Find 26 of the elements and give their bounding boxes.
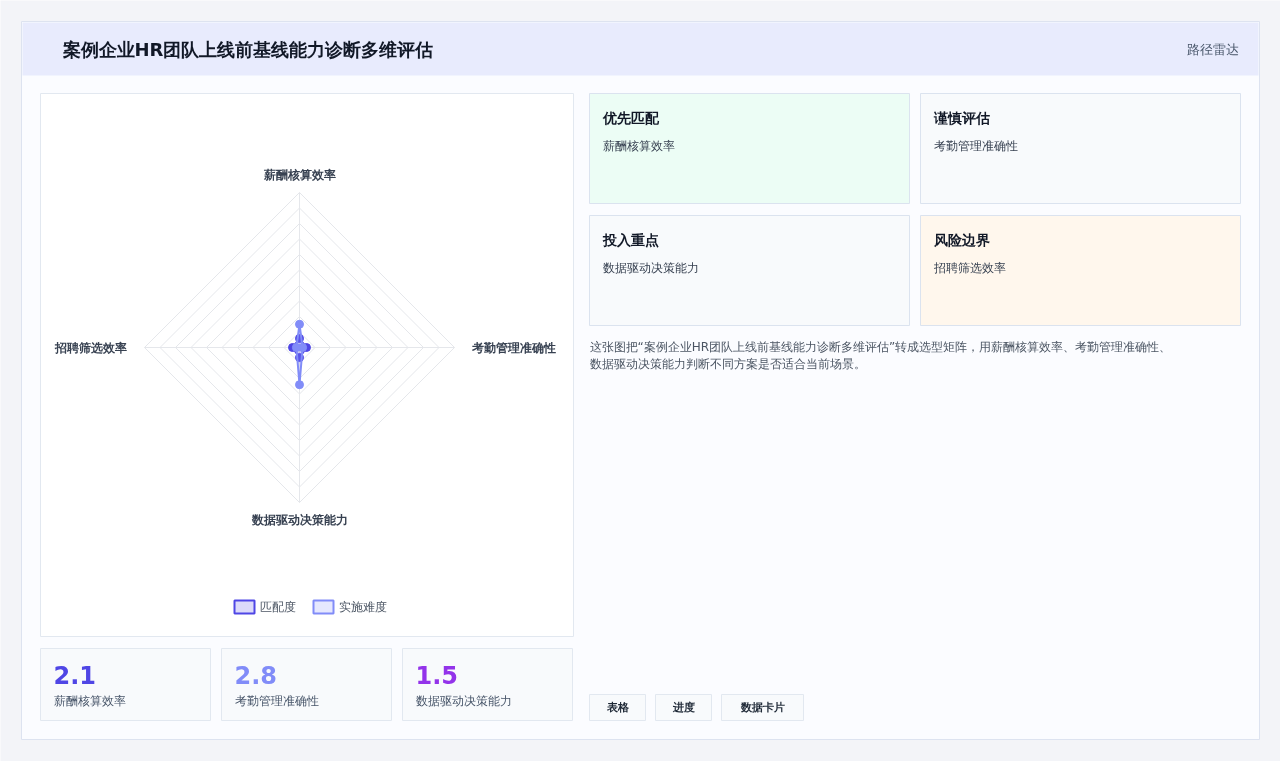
text: 路径雷达 [1186, 42, 1239, 57]
spoke-label: 薪酬核算效率 [262, 168, 336, 183]
text: 表格 [605, 701, 630, 714]
chart-title: 案例企业HR团队上线前基线能力诊断多维评估 [61, 39, 434, 60]
text: 数据卡片 [739, 701, 785, 714]
text: 1.5 [415, 661, 459, 690]
category-label: 风险边界 [932, 231, 990, 248]
text: 进度 [671, 701, 695, 714]
text: 薪酬核算效率 [602, 138, 675, 153]
category-label: 谨慎评估 [932, 109, 990, 126]
category-label: 考勤管理准确性 [234, 693, 319, 708]
text: 2.8 [234, 661, 278, 690]
text: 数据驱动决策能力 [602, 260, 699, 275]
category-label: 优先匹配 [601, 109, 660, 126]
legend-label: 实施难度 [338, 599, 387, 614]
category-label: 数据驱动决策能力 [415, 693, 512, 708]
spoke-label: 招聘筛选效率 [54, 340, 128, 355]
spoke-label: 数据驱动决策能力 [250, 512, 348, 527]
text: 2.1 [53, 661, 97, 690]
spoke-label: 考勤管理准确性 [470, 340, 556, 355]
legend-label: 匹配度 [259, 599, 296, 614]
category-label: 薪酬核算效率 [53, 693, 126, 708]
text: 招聘筛选效率 [932, 260, 1006, 275]
text: 这张图把“案例企业HR团队上线前基线能力诊断多维评估”转成选型矩阵，用薪酬核算效率、考勤管理准确性、数据驱动决策能力判断不同方案是否适合当前场景。 [589, 340, 1172, 371]
text: 考勤管理准确性 [933, 138, 1018, 153]
category-label: 投入重点 [601, 231, 659, 248]
